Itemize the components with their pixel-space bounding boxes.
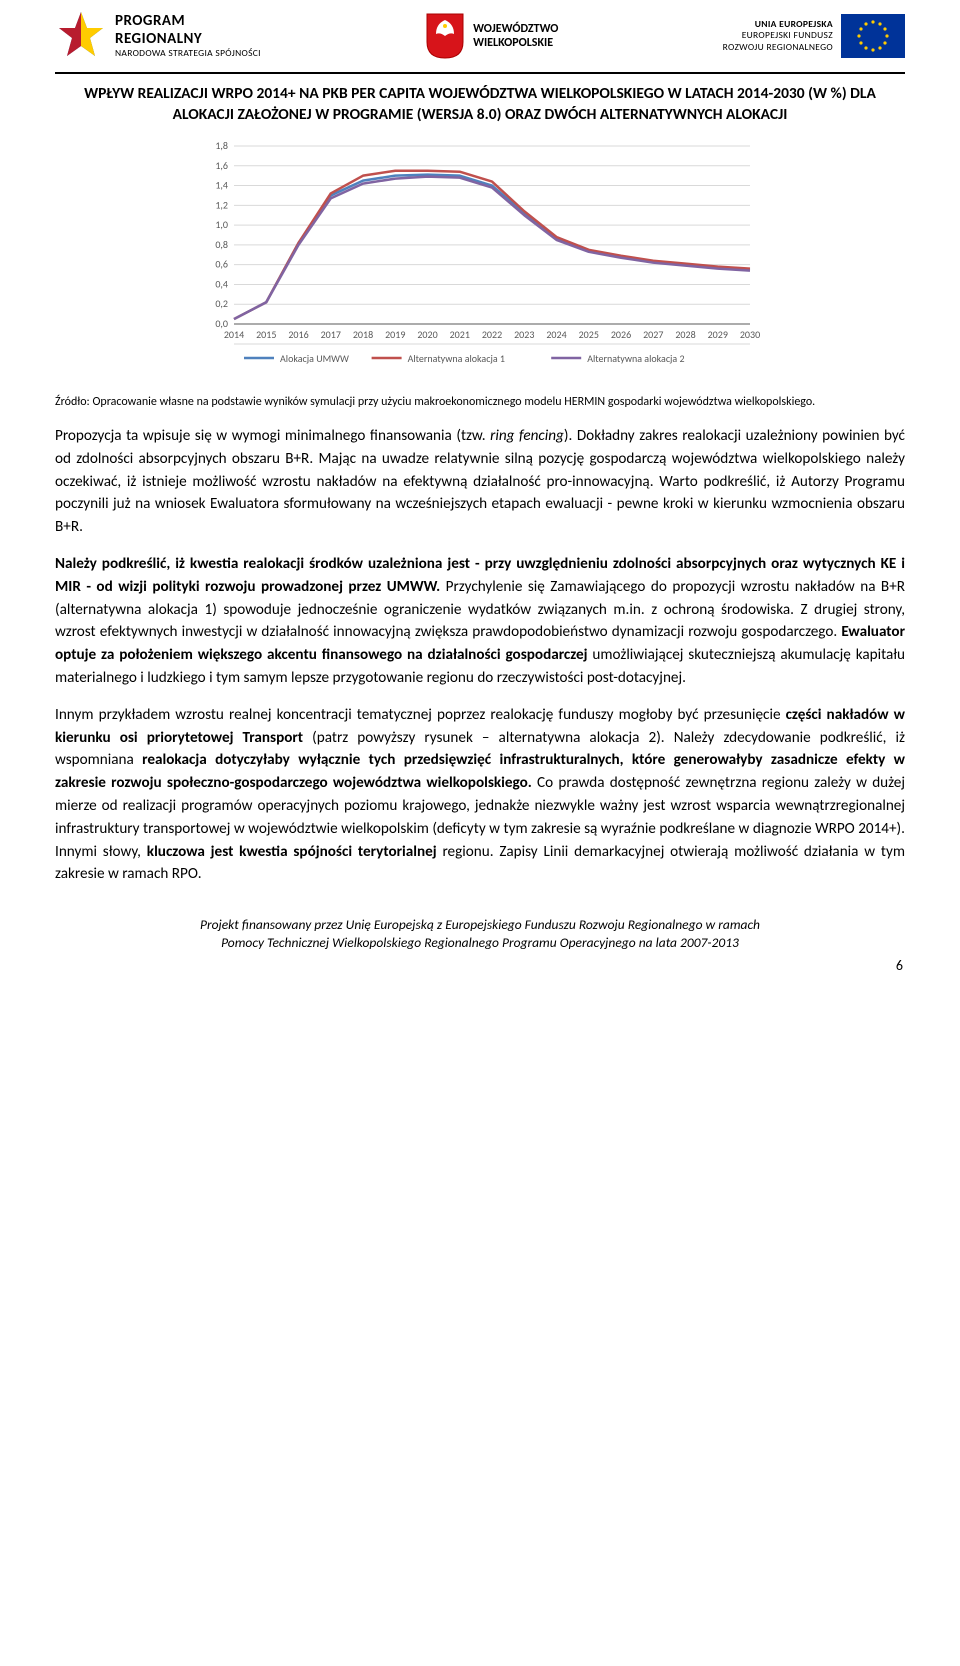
logo-left-text: PROGRAM REGIONALNY NARODOWA STRATEGIA SP… [115, 12, 261, 59]
svg-text:2024: 2024 [546, 328, 566, 341]
coat-of-arms-icon [425, 12, 465, 60]
logo-right-text: UNIA EUROPEJSKA EUROPEJSKI FUNDUSZ ROZWO… [723, 19, 833, 53]
svg-text:2026: 2026 [611, 328, 631, 341]
header-divider [55, 72, 905, 74]
logo-center-text: WOJEWÓDZTWO WIELKOPOLSKIE [473, 22, 558, 51]
svg-text:0,4: 0,4 [215, 277, 228, 290]
paragraph-3: Innym przykładem wzrostu realnej koncent… [55, 704, 905, 886]
paragraph-2: Należy podkreślić, iż kwestia realokacji… [55, 553, 905, 690]
svg-text:2014: 2014 [224, 328, 244, 341]
logo-eu: UNIA EUROPEJSKA EUROPEJSKI FUNDUSZ ROZWO… [723, 14, 905, 58]
svg-text:2019: 2019 [385, 328, 405, 341]
paragraph-1: Propozycja ta wpisuje się w wymogi minim… [55, 425, 905, 539]
svg-text:Alokacja UMWW: Alokacja UMWW [280, 352, 349, 365]
footer-line-2: Pomocy Technicznej Wielkopolskiego Regio… [55, 934, 905, 952]
svg-text:2023: 2023 [514, 328, 534, 341]
pr-star-icon [55, 10, 107, 62]
svg-text:2021: 2021 [450, 328, 470, 341]
svg-text:2016: 2016 [288, 328, 308, 341]
svg-text:1,0: 1,0 [215, 218, 228, 231]
svg-text:1,2: 1,2 [215, 198, 228, 211]
svg-text:2017: 2017 [321, 328, 341, 341]
svg-text:2028: 2028 [675, 328, 695, 341]
logo-program-regionalny: PROGRAM REGIONALNY NARODOWA STRATEGIA SP… [55, 10, 261, 62]
header-logos: PROGRAM REGIONALNY NARODOWA STRATEGIA SP… [0, 0, 960, 70]
svg-text:2030: 2030 [740, 328, 760, 341]
svg-text:2027: 2027 [643, 328, 663, 341]
eu-flag-icon [841, 14, 905, 58]
svg-text:0,6: 0,6 [215, 258, 228, 271]
svg-text:2029: 2029 [708, 328, 728, 341]
svg-text:Alternatywna alokacja 1: Alternatywna alokacja 1 [408, 352, 505, 365]
footer-line-1: Projekt finansowany przez Unię Europejsk… [55, 916, 905, 934]
svg-text:Alternatywna alokacja 2: Alternatywna alokacja 2 [587, 352, 684, 365]
svg-text:1,8: 1,8 [215, 140, 228, 152]
svg-text:2025: 2025 [579, 328, 599, 341]
logo-wielkopolskie: WOJEWÓDZTWO WIELKOPOLSKIE [425, 12, 558, 60]
svg-text:1,6: 1,6 [215, 159, 228, 172]
svg-text:2018: 2018 [353, 328, 373, 341]
page-number: 6 [55, 957, 905, 976]
svg-text:0,2: 0,2 [215, 297, 228, 310]
svg-text:2022: 2022 [482, 328, 502, 341]
page-content: WPŁYW REALIZACJI WRPO 2014+ NA PKB PER C… [0, 84, 960, 1005]
svg-text:2020: 2020 [417, 328, 437, 341]
line-chart: 0,00,20,40,60,81,01,21,41,61,82014201520… [200, 140, 760, 388]
chart-source: Źródło: Opracowanie własne na podstawie … [55, 394, 905, 411]
svg-text:2015: 2015 [256, 328, 276, 341]
footer: Projekt finansowany przez Unię Europejsk… [55, 916, 905, 975]
chart-title: WPŁYW REALIZACJI WRPO 2014+ NA PKB PER C… [55, 84, 905, 126]
svg-text:1,4: 1,4 [215, 178, 228, 191]
svg-text:0,8: 0,8 [215, 238, 228, 251]
